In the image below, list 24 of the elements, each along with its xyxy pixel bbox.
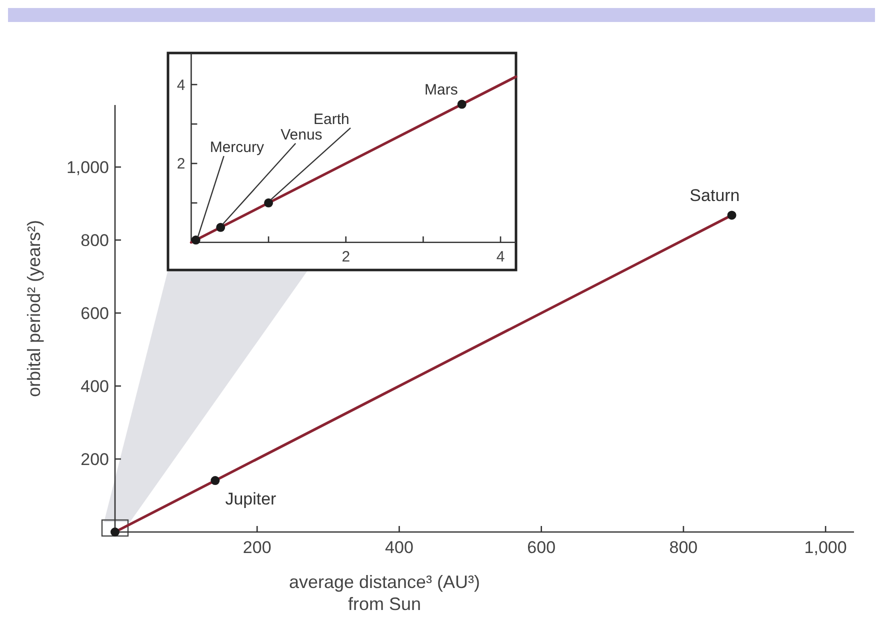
point xyxy=(264,198,274,208)
text: Mercury xyxy=(210,139,265,156)
y-tick-label: 200 xyxy=(80,450,109,469)
series-label: Mars xyxy=(424,81,458,98)
y-tick-label: 600 xyxy=(80,304,109,323)
point xyxy=(727,210,736,220)
x-axis-title: average distance³ (AU³) from Sun xyxy=(288,572,480,614)
series-label: Jupiter xyxy=(225,490,277,509)
x-tick-label: 1,000 xyxy=(804,538,847,557)
point xyxy=(210,476,220,486)
text: Venus xyxy=(280,126,322,144)
y-tick-label: 400 xyxy=(80,376,109,396)
x-tick-label: 800 xyxy=(669,538,698,557)
x-tick-label: 400 xyxy=(385,538,414,557)
series-label: Saturn xyxy=(690,186,740,206)
point xyxy=(216,222,226,232)
text: Earth xyxy=(314,110,350,128)
point xyxy=(457,100,466,109)
y-axis-title: orbital period² (years²) xyxy=(24,220,44,398)
x-tick-label: 600 xyxy=(527,538,556,557)
y-tick-label: 800 xyxy=(80,230,109,250)
x-tick-label: 200 xyxy=(242,538,272,557)
point xyxy=(191,236,200,245)
y-tick-label: 1,000 xyxy=(66,158,109,177)
